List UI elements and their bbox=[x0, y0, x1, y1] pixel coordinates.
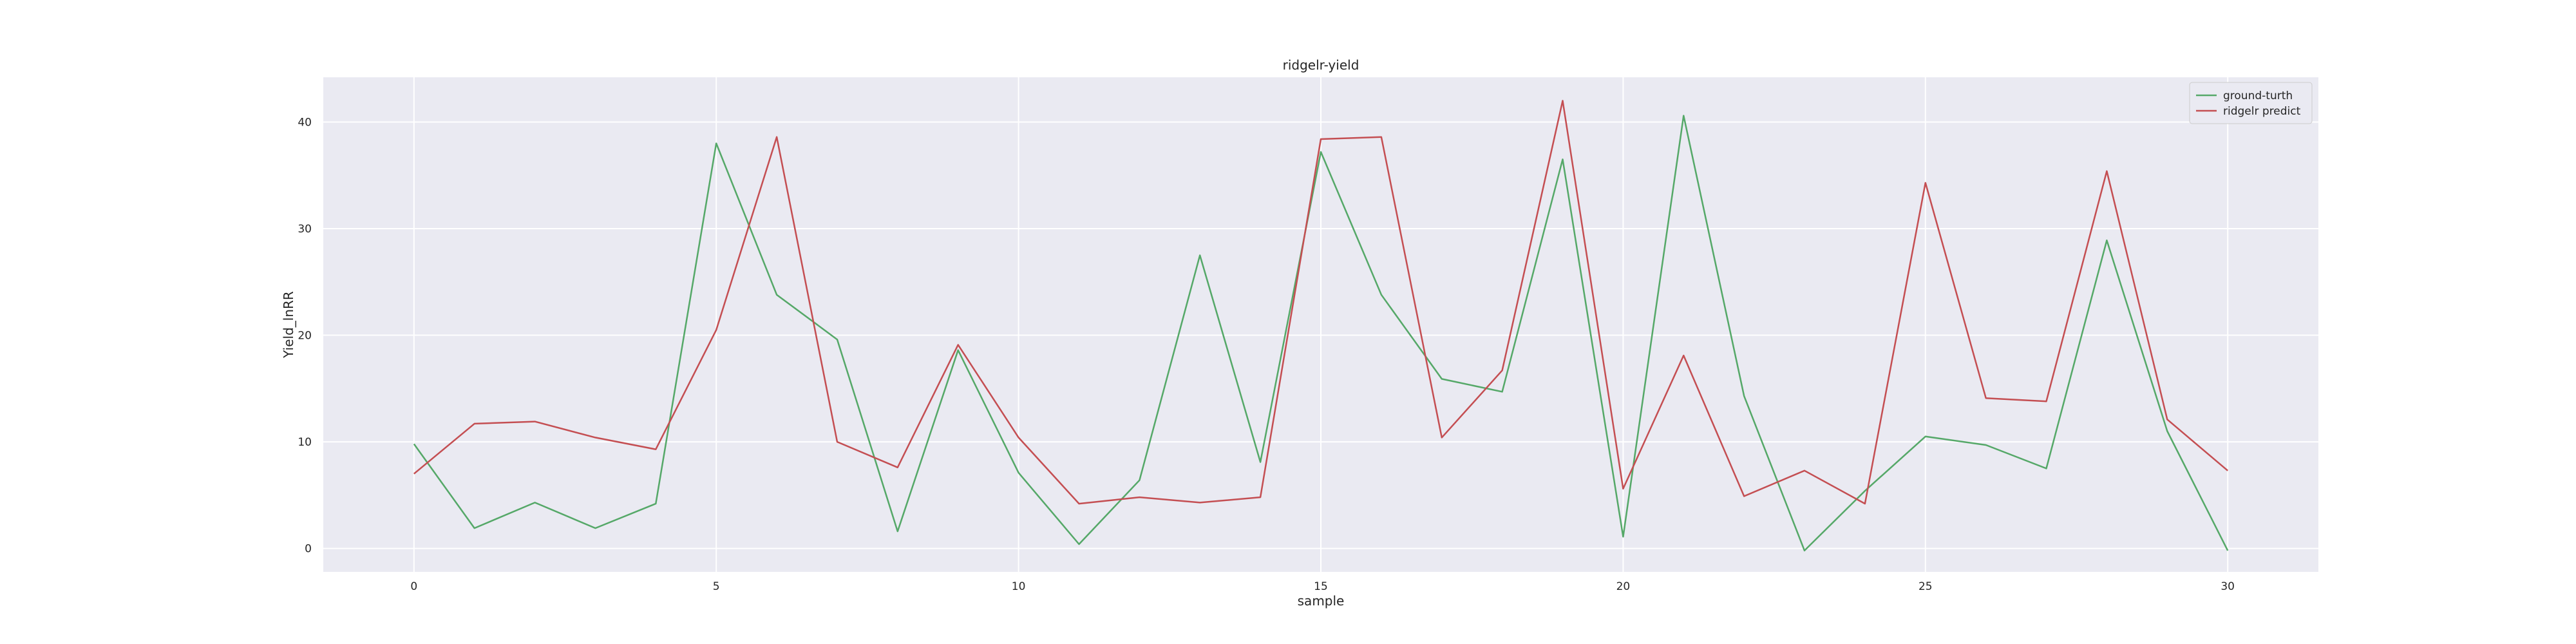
legend-box bbox=[2189, 82, 2313, 124]
y-tick-label: 10 bbox=[298, 436, 312, 449]
series-layer bbox=[413, 100, 2229, 552]
y-axis-label: Yield_lnRR bbox=[281, 291, 296, 359]
series-line-2 bbox=[413, 100, 2229, 505]
x-tick-label: 25 bbox=[1918, 580, 1933, 593]
y-tick-label: 20 bbox=[298, 330, 312, 343]
legend-label: ridgelr predict bbox=[2223, 105, 2301, 118]
x-axis-label: sample bbox=[1298, 593, 1345, 609]
y-tick-label: 0 bbox=[305, 543, 312, 556]
series-line-1 bbox=[413, 115, 2229, 552]
x-tick-label: 5 bbox=[713, 580, 720, 593]
y-tick-labels: 0 10 20 30 40 bbox=[298, 117, 312, 556]
legend: ground-turth ridgelr predict bbox=[2189, 82, 2313, 124]
chart-title: ridgelr-yield bbox=[1283, 57, 1359, 73]
legend-label: ground-turth bbox=[2223, 90, 2293, 102]
x-tick-label: 0 bbox=[410, 580, 417, 593]
y-tick-label: 40 bbox=[298, 117, 312, 129]
y-tick-label: 30 bbox=[298, 223, 312, 236]
x-tick-label: 15 bbox=[1314, 580, 1328, 593]
x-tick-label: 10 bbox=[1012, 580, 1026, 593]
x-tick-label: 20 bbox=[1616, 580, 1631, 593]
x-tick-labels: 0 5 10 15 20 25 30 bbox=[410, 580, 2235, 593]
x-tick-label: 30 bbox=[2221, 580, 2235, 593]
grid-lines bbox=[323, 77, 2318, 572]
